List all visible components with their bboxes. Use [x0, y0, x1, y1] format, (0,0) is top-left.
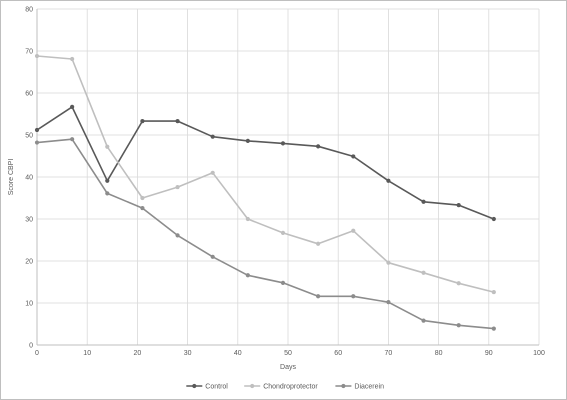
- data-point-control: [70, 104, 75, 109]
- y-tick-label: 30: [25, 217, 33, 224]
- data-point-control: [210, 134, 215, 139]
- data-point-chondroprotector: [245, 216, 250, 222]
- y-tick-label: 70: [25, 49, 33, 56]
- data-point-chondroprotector: [280, 230, 286, 235]
- data-point-chondroprotector: [70, 56, 75, 62]
- data-point-chondroprotector: [351, 228, 356, 233]
- legend-item-control: Control: [186, 384, 228, 391]
- data-point-control: [386, 178, 391, 183]
- x-tick-label: 40: [234, 350, 242, 357]
- data-point-chondroprotector: [34, 53, 40, 59]
- y-axis-title: Score CBPI: [8, 159, 15, 196]
- y-tick-label: 40: [25, 175, 33, 182]
- legend: Control Chondroprotector Diacerein: [186, 384, 384, 391]
- x-tick-label: 10: [83, 350, 91, 357]
- data-point-chondroprotector: [456, 281, 461, 286]
- data-point-control: [175, 119, 180, 124]
- data-point-control: [316, 144, 321, 149]
- x-tick-label: 100: [533, 350, 545, 357]
- y-tick-label: 0: [29, 343, 33, 350]
- data-point-control: [456, 203, 461, 208]
- legend-label: Diacerein: [354, 384, 384, 391]
- data-point-control: [105, 178, 110, 183]
- data-point-diacerein: [105, 191, 110, 196]
- data-point-diacerein: [351, 294, 356, 299]
- y-tick-label: 60: [25, 91, 33, 98]
- legend-item-chondroprotector: Chondroprotector: [244, 384, 318, 391]
- data-point-diacerein: [316, 294, 321, 299]
- data-point-control: [280, 141, 286, 146]
- data-point-chondroprotector: [210, 170, 215, 175]
- data-point-chondroprotector: [316, 241, 321, 246]
- x-tick-label: 70: [385, 350, 393, 357]
- tick-labels: 0 10 20 30 40 50 60 70 80 0 10 20 30 40 50 60 70 80 90 100: [25, 7, 545, 358]
- data-point-control: [34, 127, 40, 133]
- data-point-control: [491, 216, 496, 222]
- data-point-diacerein: [280, 280, 286, 285]
- legend-marker: [341, 383, 346, 389]
- data-point-control: [421, 199, 426, 204]
- legend-label: Control: [205, 384, 228, 391]
- x-tick-label: 60: [334, 350, 342, 357]
- legend-marker: [250, 383, 255, 389]
- series-line-diacerein: [36, 138, 494, 330]
- series-line-control: [36, 106, 495, 220]
- data-point-diacerein: [140, 205, 145, 211]
- data-point-diacerein: [386, 300, 391, 305]
- data-point-diacerein: [70, 137, 75, 142]
- series-layer: [34, 53, 496, 331]
- legend-marker: [192, 383, 197, 389]
- data-point-chondroprotector: [386, 260, 391, 265]
- data-point-chondroprotector: [491, 289, 496, 295]
- data-point-chondroprotector: [175, 184, 180, 190]
- series-line-chondroprotector: [36, 55, 494, 293]
- data-point-diacerein: [491, 326, 496, 331]
- x-tick-label: 80: [435, 350, 443, 357]
- data-point-control: [140, 119, 145, 124]
- x-axis-title: Days: [280, 364, 296, 371]
- data-point-diacerein: [421, 318, 426, 323]
- data-point-diacerein: [456, 323, 461, 328]
- data-point-chondroprotector: [140, 195, 145, 201]
- y-tick-label: 20: [25, 259, 33, 266]
- data-point-chondroprotector: [105, 144, 110, 149]
- y-tick-label: 10: [25, 301, 33, 308]
- legend-label: Chondroprotector: [263, 384, 318, 391]
- axes: [36, 9, 539, 346]
- data-point-diacerein: [210, 254, 215, 259]
- data-point-diacerein: [175, 233, 180, 238]
- data-point-diacerein: [34, 140, 40, 145]
- x-tick-label: 20: [134, 350, 142, 357]
- y-tick-label: 80: [25, 7, 33, 14]
- x-tick-label: 30: [184, 350, 192, 357]
- data-point-diacerein: [245, 273, 250, 278]
- x-tick-label: 90: [485, 350, 493, 357]
- legend-item-diacerein: Diacerein: [335, 384, 384, 391]
- gridlines: [37, 8, 540, 345]
- y-tick-label: 50: [25, 133, 33, 140]
- x-tick-label: 0: [35, 350, 39, 357]
- x-tick-label: 50: [284, 350, 292, 357]
- data-point-chondroprotector: [421, 270, 426, 275]
- data-point-control: [351, 154, 356, 159]
- data-point-control: [245, 138, 250, 143]
